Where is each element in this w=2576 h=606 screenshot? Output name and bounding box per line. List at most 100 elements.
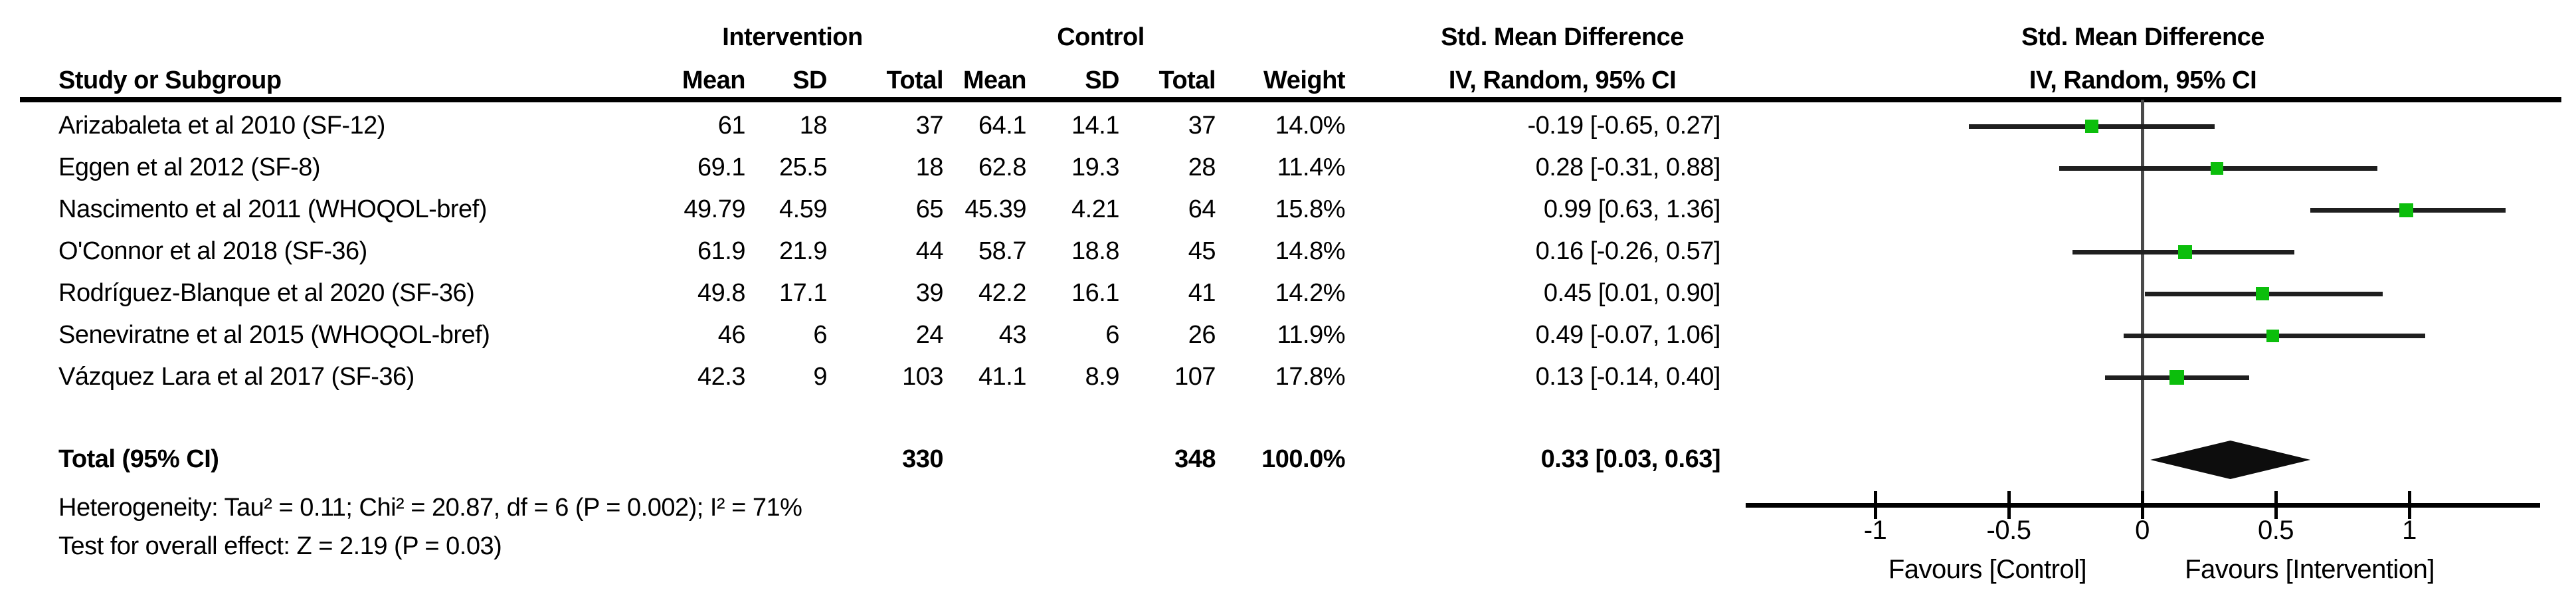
effect-title-plot-column: Std. Mean Difference [2021,23,2264,52]
sub-column-header-control-total: Total [1158,66,1216,95]
ctrl-total: 41 [1188,279,1216,308]
int-sd: 21.9 [779,237,827,266]
weight-cell: 17.8% [1275,363,1346,391]
int-mean: 46 [717,321,746,350]
ctrl-mean: 43 [998,321,1027,350]
point-estimate-marker [2169,370,2185,385]
axis-tick [1874,491,1877,519]
study-name: Arizabaleta et al 2010 (SF-12) [58,112,385,140]
ctrl-total: 26 [1188,321,1216,350]
int-total: 18 [915,153,944,182]
int-mean: 61 [717,112,746,140]
ctrl-mean: 64.1 [978,112,1026,140]
sub-column-header-intervention-mean: Mean [682,66,746,95]
axis-tick [2007,491,2011,519]
int-sd: 17.1 [779,279,827,308]
effect-ci-cell: 0.99 [0.63, 1.36] [1543,195,1721,224]
axis-tick [2408,491,2411,519]
effect-ci-cell: 0.16 [-0.26, 0.57] [1535,237,1721,266]
point-estimate-marker [2177,245,2192,259]
effect-ci-cell: -0.19 [-0.65, 0.27] [1527,112,1721,140]
axis-tick [2141,491,2144,519]
sub-column-header-intervention-sd: SD [792,66,827,95]
study-name: O'Connor et al 2018 (SF-36) [58,237,367,266]
effect-ci-cell: 0.13 [-0.14, 0.40] [1535,363,1721,391]
axis-tick-label: 1 [2402,516,2417,546]
int-sd: 4.59 [779,195,827,224]
ctrl-mean: 45.39 [965,195,1026,224]
method-header-text-column: IV, Random, 95% CI [1448,66,1677,95]
int-sd: 9 [813,363,827,391]
axis-tick [2274,491,2278,519]
study-name: Eggen et al 2012 (SF-8) [58,153,321,182]
study-name: Seneviratne et al 2015 (WHOQOL-bref) [58,321,490,350]
int-total: 103 [902,363,943,391]
axis-tick-label: -1 [1863,516,1887,546]
int-total: 65 [915,195,944,224]
ctrl-sd: 18.8 [1071,237,1119,266]
ctrl-sd: 4.21 [1071,195,1119,224]
point-estimate-marker [2266,329,2280,342]
heterogeneity-note: Heterogeneity: Tau² = 0.11; Chi² = 20.87… [58,494,802,522]
group1-header: Intervention [722,23,863,52]
int-total: 24 [915,321,944,350]
total-ctrl-n: 348 [1174,445,1216,474]
total-weight: 100.0% [1261,445,1345,474]
ctrl-sd: 6 [1105,321,1119,350]
total-effect-ci: 0.33 [0.03, 0.63] [1540,445,1721,474]
effect-ci-cell: 0.49 [-0.07, 1.06] [1535,321,1721,350]
weight-cell: 11.9% [1277,321,1346,350]
zero-line [2141,100,2144,505]
point-estimate-marker [2399,203,2414,217]
int-mean: 49.8 [697,279,745,308]
ctrl-total: 28 [1188,153,1216,182]
axis-tick-label: 0 [2135,516,2150,546]
ctrl-mean: 42.2 [978,279,1026,308]
favours-left-label: Favours [Control] [1888,555,2087,585]
effect-title-text-column: Std. Mean Difference [1441,23,1684,52]
study-column-header: Study or Subgroup [58,66,282,95]
point-estimate-marker [2211,161,2224,175]
sub-column-header-control-mean: Mean [963,66,1027,95]
ctrl-sd: 16.1 [1071,279,1119,308]
effect-ci-cell: 0.45 [0.01, 0.90] [1543,279,1721,308]
ctrl-total: 64 [1188,195,1216,224]
int-mean: 69.1 [697,153,745,182]
study-name: Vázquez Lara et al 2017 (SF-36) [58,363,414,391]
int-mean: 42.3 [697,363,745,391]
weight-cell: 14.8% [1275,237,1346,266]
ctrl-sd: 14.1 [1071,112,1119,140]
point-estimate-marker [2255,287,2269,300]
ctrl-total: 45 [1188,237,1216,266]
sub-column-header-intervention-total: Total [886,66,944,95]
weight-cell: 15.8% [1275,195,1346,224]
effect-ci-cell: 0.28 [-0.31, 0.88] [1535,153,1721,182]
header-rule [20,97,2561,102]
int-total: 37 [915,112,944,140]
int-total: 44 [915,237,944,266]
study-name: Rodríguez-Blanque et al 2020 (SF-36) [58,279,475,308]
sub-column-header-control-sd: SD [1085,66,1119,95]
int-mean: 49.79 [684,195,745,224]
axis-tick-label: 0.5 [2257,516,2294,546]
ctrl-sd: 19.3 [1071,153,1119,182]
weight-cell: 14.0% [1275,112,1346,140]
favours-right-label: Favours [Intervention] [2185,555,2435,585]
weight-cell: 14.2% [1275,279,1346,308]
study-name: Nascimento et al 2011 (WHOQOL-bref) [58,195,487,224]
weight-cell: 11.4% [1277,153,1346,182]
ctrl-mean: 58.7 [978,237,1026,266]
int-sd: 18 [799,112,828,140]
ctrl-mean: 41.1 [978,363,1026,391]
ctrl-mean: 62.8 [978,153,1026,182]
point-estimate-marker [2084,120,2098,133]
int-sd: 6 [813,321,827,350]
group2-header: Control [1057,23,1145,52]
axis-tick-label: -0.5 [1986,516,2031,546]
total-int-n: 330 [902,445,943,474]
int-mean: 61.9 [697,237,745,266]
ctrl-total: 107 [1174,363,1216,391]
ctrl-sd: 8.9 [1085,363,1120,391]
int-total: 39 [915,279,944,308]
